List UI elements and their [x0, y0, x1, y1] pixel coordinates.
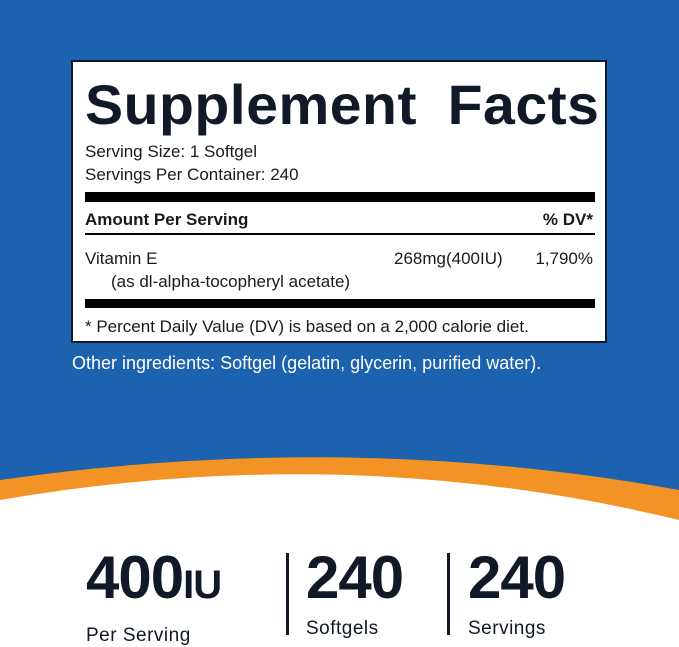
stat-value: 400	[86, 544, 184, 611]
divider	[85, 299, 595, 308]
stat-label: Softgels	[306, 618, 379, 639]
divider	[447, 553, 450, 635]
stat-label: Servings	[468, 618, 546, 639]
nutrient-amount: 268mg(400IU)	[394, 249, 503, 268]
panel-title: Supplement Facts	[85, 73, 600, 136]
footnote: * Percent Daily Value (DV) is based on a…	[85, 317, 529, 336]
stat-per-serving: 400IU Per Serving	[86, 548, 222, 647]
dv-header: % DV*	[542, 210, 593, 229]
serving-size: Serving Size: 1 Softgel	[85, 142, 257, 161]
stat-unit: IU	[183, 563, 222, 607]
stat-softgels: 240 Softgels	[306, 544, 404, 640]
stat-servings: 240 Servings	[468, 544, 566, 640]
servings-per-container: Servings Per Container: 240	[85, 165, 299, 184]
divider	[286, 553, 289, 635]
other-ingredients: Other ingredients: Softgel (gelatin, gly…	[72, 353, 542, 373]
stat-value: 240	[468, 544, 566, 611]
nutrient-name: Vitamin E	[85, 249, 158, 268]
nutrient-form: (as dl-alpha-tocopheryl acetate)	[111, 272, 351, 291]
nutrient-dv: 1,790%	[535, 249, 593, 268]
divider	[85, 233, 595, 235]
amount-header: Amount Per Serving	[85, 210, 249, 229]
stat-label: Per Serving	[86, 625, 191, 646]
supplement-facts-panel: Supplement Facts Serving Size: 1 Softgel…	[71, 60, 607, 343]
stat-value: 240	[306, 544, 404, 611]
divider	[85, 192, 595, 202]
